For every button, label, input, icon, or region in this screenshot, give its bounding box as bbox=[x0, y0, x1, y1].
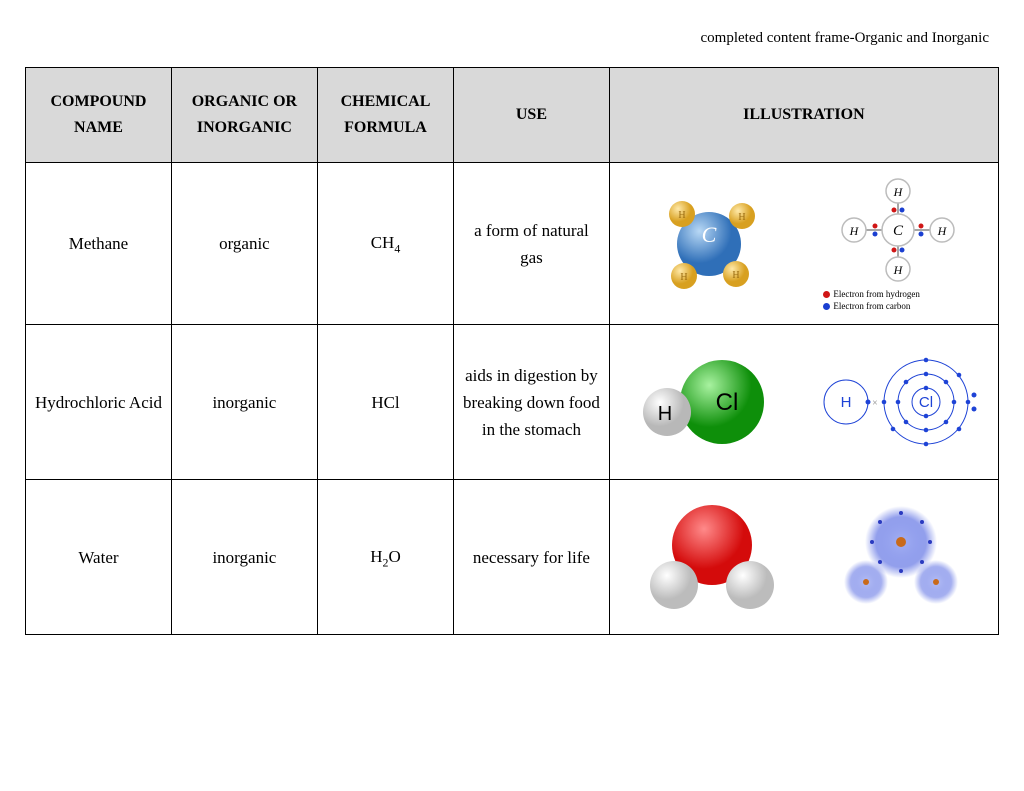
svg-text:H: H bbox=[733, 270, 740, 281]
svg-text:H: H bbox=[658, 403, 672, 425]
cell-formula: HCl bbox=[317, 325, 453, 480]
svg-text:H: H bbox=[893, 185, 904, 199]
svg-text:C: C bbox=[702, 222, 717, 247]
water-cloud-icon bbox=[826, 497, 976, 617]
svg-text:H: H bbox=[739, 212, 746, 223]
col-header-use: USE bbox=[454, 68, 610, 163]
svg-text:×: × bbox=[872, 398, 878, 409]
cell-type: inorganic bbox=[171, 325, 317, 480]
svg-text:Cl: Cl bbox=[919, 394, 933, 411]
svg-text:H: H bbox=[937, 224, 948, 238]
col-header-illustration: ILLUSTRATION bbox=[609, 68, 998, 163]
svg-text:H: H bbox=[679, 210, 686, 221]
svg-text:H: H bbox=[849, 224, 860, 238]
svg-text:H: H bbox=[681, 272, 688, 283]
cell-illustration bbox=[609, 480, 998, 635]
svg-text:C: C bbox=[893, 223, 904, 239]
table-row: Methane organic CH4 a form of natural ga… bbox=[26, 163, 999, 325]
cell-formula: H2O bbox=[317, 480, 453, 635]
cell-compound-name: Methane bbox=[26, 163, 172, 325]
svg-text:H: H bbox=[893, 263, 904, 277]
cell-type: inorganic bbox=[171, 480, 317, 635]
cell-compound-name: Hydrochloric Acid bbox=[26, 325, 172, 480]
cell-illustration: Cl H H × Cl bbox=[609, 325, 998, 480]
cell-formula: CH4 bbox=[317, 163, 453, 325]
methane-lewis-icon: C H H H H bbox=[823, 175, 973, 285]
table-row: Hydrochloric Acid inorganic HCl aids in … bbox=[26, 325, 999, 480]
col-header-type: ORGANIC OR INORGANIC bbox=[171, 68, 317, 163]
cell-use: aids in digestion by breaking down food … bbox=[454, 325, 610, 480]
col-header-formula: CHEMICAL FORMULA bbox=[317, 68, 453, 163]
svg-text:H: H bbox=[841, 394, 852, 411]
cell-compound-name: Water bbox=[26, 480, 172, 635]
cell-use: a form of natural gas bbox=[454, 163, 610, 325]
table-row: Water inorganic H2O necessary for life bbox=[26, 480, 999, 635]
methane-3d-icon: C H H H H bbox=[634, 184, 784, 304]
svg-text:Cl: Cl bbox=[715, 389, 738, 416]
compound-table: COMPOUND NAME ORGANIC OR INORGANIC CHEMI… bbox=[25, 67, 999, 635]
cell-use: necessary for life bbox=[454, 480, 610, 635]
methane-legend: Electron from hydrogen Electron from car… bbox=[823, 289, 973, 312]
hcl-3d-icon: Cl H bbox=[627, 342, 787, 462]
col-header-name: COMPOUND NAME bbox=[26, 68, 172, 163]
water-3d-icon bbox=[632, 497, 792, 617]
cell-illustration: C H H H H C bbox=[609, 163, 998, 325]
cell-type: organic bbox=[171, 163, 317, 325]
hcl-bohr-icon: H × Cl bbox=[811, 347, 981, 457]
page-title: completed content frame-Organic and Inor… bbox=[25, 30, 999, 47]
table-header-row: COMPOUND NAME ORGANIC OR INORGANIC CHEMI… bbox=[26, 68, 999, 163]
